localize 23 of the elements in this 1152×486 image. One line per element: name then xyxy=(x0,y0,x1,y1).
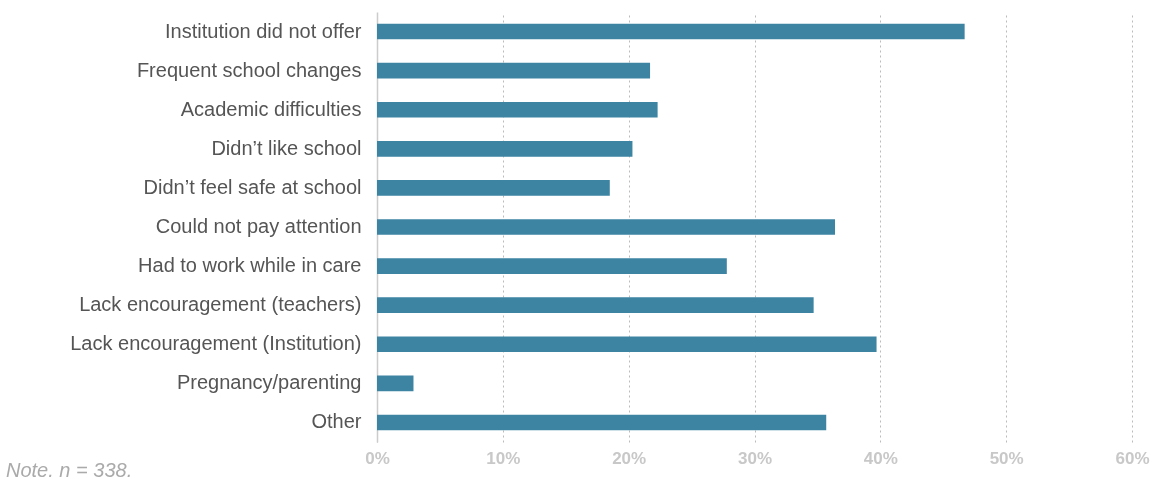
bar xyxy=(377,297,814,313)
y-tick-label: Lack encouragement (teachers) xyxy=(79,293,362,316)
y-tick-label: Didn’t like school xyxy=(211,136,362,159)
bar xyxy=(377,414,827,431)
bar xyxy=(377,336,877,353)
bar xyxy=(377,141,633,157)
bar xyxy=(377,258,727,274)
y-tick-label: Could not pay attention xyxy=(155,215,362,237)
bar xyxy=(377,62,651,79)
y-tick-label: Frequent school changes xyxy=(136,58,362,81)
y-tick-label: Lack encouragement (Institution) xyxy=(70,332,362,355)
bar xyxy=(377,101,658,118)
y-tick-label: Academic difficulties xyxy=(180,97,362,120)
bar xyxy=(377,375,414,392)
bar xyxy=(377,180,610,196)
y-tick-label: Had to work while in care xyxy=(138,254,362,277)
bar xyxy=(377,219,836,235)
y-tick-label: Didn’t feel safe at school xyxy=(143,175,362,198)
text: Note. n = 338. xyxy=(6,459,133,482)
y-tick-label: Other xyxy=(311,410,362,433)
y-tick-label: Pregnancy/parenting xyxy=(176,371,362,394)
bar xyxy=(377,23,965,40)
y-tick-label: Institution did not offer xyxy=(165,19,362,42)
